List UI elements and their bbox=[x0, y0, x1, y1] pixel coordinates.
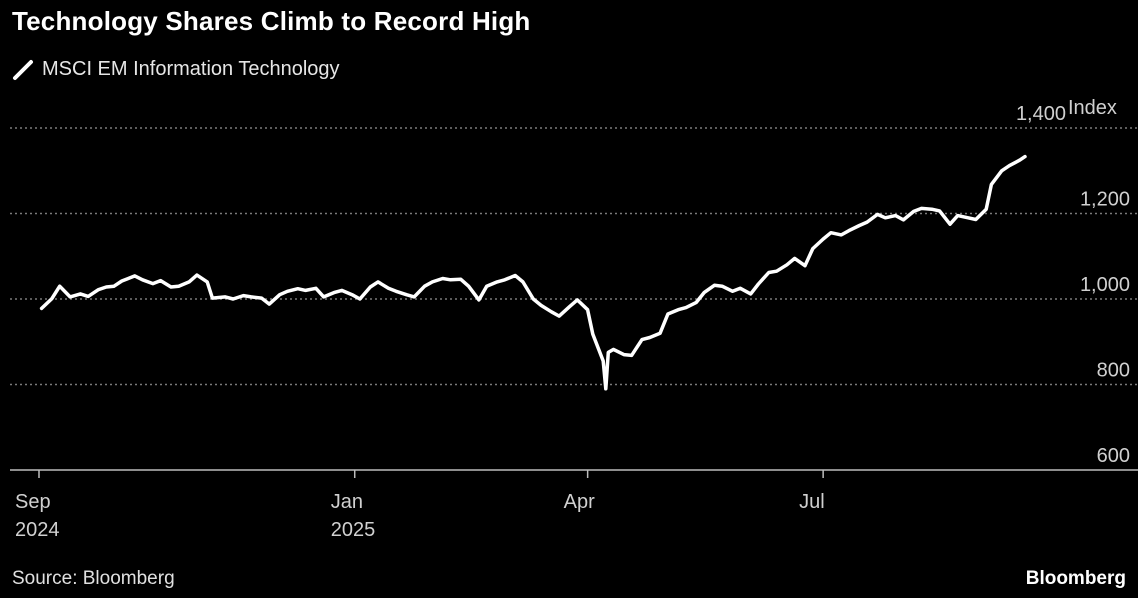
x-tick-label-jan: Jan bbox=[331, 491, 363, 513]
y-tick-label-800: 800 bbox=[1097, 360, 1130, 382]
x-tick-label-apr: Apr bbox=[564, 491, 595, 513]
brand-logo: Bloomberg bbox=[1025, 568, 1126, 589]
y-tick-label-1200: 1,200 bbox=[1080, 189, 1130, 211]
x-axis-ticks: Sep 2024 Jan 2025 Apr Jul bbox=[15, 470, 825, 541]
source-note: Source: Bloomberg bbox=[12, 568, 175, 589]
y-tick-label-1400: 1,400 bbox=[1016, 103, 1066, 125]
y-tick-label-600: 600 bbox=[1097, 445, 1130, 467]
grid-lines bbox=[10, 127, 1138, 386]
legend-label: MSCI EM Information Technology bbox=[42, 58, 340, 80]
y-tick-label-1000: 1,000 bbox=[1080, 274, 1130, 296]
x-tick-label-jul: Jul bbox=[799, 491, 825, 513]
y-axis-unit-label: Index bbox=[1068, 97, 1117, 119]
legend-line-swatch-icon bbox=[13, 59, 33, 80]
y-axis-labels: 600 800 1,000 1,200 1,400 bbox=[1016, 103, 1130, 467]
series-line-msci-em-it bbox=[39, 154, 1027, 391]
x-tick-year-2024: 2024 bbox=[15, 519, 60, 541]
x-tick-year-2025: 2025 bbox=[331, 519, 376, 541]
legend: MSCI EM Information Technology bbox=[12, 58, 340, 81]
x-tick-label-sep: Sep bbox=[15, 491, 51, 513]
chart-title: Technology Shares Climb to Record High bbox=[12, 6, 531, 36]
